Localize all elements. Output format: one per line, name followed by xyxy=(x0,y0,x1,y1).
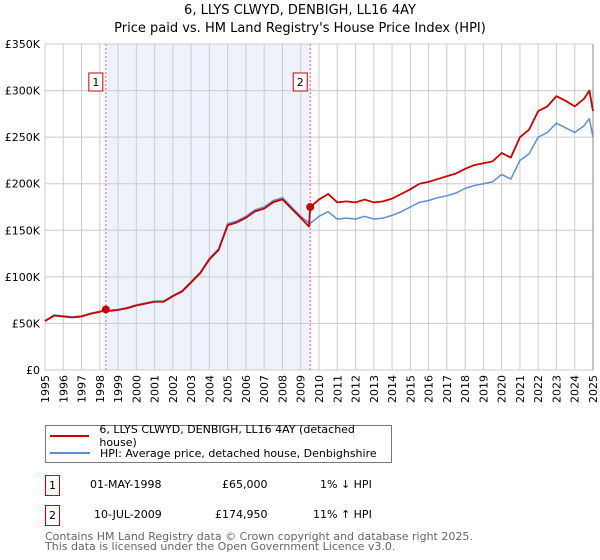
x-tick-label: 2010 xyxy=(313,375,326,403)
sale-label-box xyxy=(88,72,104,92)
sale-marker: 2 xyxy=(45,505,60,526)
y-tick-label: £0 xyxy=(26,364,40,377)
x-tick-label: 1999 xyxy=(112,375,125,403)
sale-price: £174,950 xyxy=(215,508,268,521)
legend-label: HPI: Average price, detached house, Denb… xyxy=(100,446,377,460)
x-tick-label: 2009 xyxy=(295,375,308,403)
y-tick-label: £350K xyxy=(5,38,41,51)
x-tick-label: 2006 xyxy=(240,375,253,403)
x-tick-label: 2005 xyxy=(222,375,235,403)
legend-label: 6, LLYS CLWYD, DENBIGH, LL16 4AY (detach… xyxy=(99,423,355,449)
x-tick-label: 2000 xyxy=(130,375,143,403)
y-tick-label: £150K xyxy=(5,224,41,237)
x-tick-label: 2025 xyxy=(587,375,600,403)
y-tick-label: £200K xyxy=(5,178,41,191)
legend-item-hpi: HPI: Average price, detached house, Denb… xyxy=(50,445,377,461)
x-tick-label: 2014 xyxy=(386,375,399,403)
footer-copyright: Contains HM Land Registry data © Crown c… xyxy=(45,530,473,543)
x-tick-label: 2008 xyxy=(276,375,289,403)
sale-marker: 1 xyxy=(45,475,60,496)
legend: 6, LLYS CLWYD, DENBIGH, LL16 4AY (detach… xyxy=(45,423,392,463)
chart-subtitle: Price paid vs. HM Land Registry's House … xyxy=(114,21,486,36)
sale-price: £65,000 xyxy=(222,478,268,491)
x-tick-label: 1997 xyxy=(76,375,89,403)
x-tick-label: 2007 xyxy=(258,375,271,403)
x-tick-label: 2023 xyxy=(550,375,563,403)
x-tick-label: 2017 xyxy=(441,375,454,403)
y-tick-label: £250K xyxy=(5,131,41,144)
x-tick-label: 2003 xyxy=(185,375,198,403)
x-tick-label: 2024 xyxy=(569,375,582,403)
y-tick-label: £100K xyxy=(5,271,41,284)
red-line-swatch xyxy=(50,435,90,437)
x-tick-label: 2013 xyxy=(368,375,381,403)
x-tick-label: 2012 xyxy=(350,375,363,403)
x-tick-label: 2004 xyxy=(203,375,216,403)
price-chart: 1995 1996 1997 1998 1999 2000 2001 2002 2003 2004… xyxy=(5,38,600,403)
x-tick-label: 2002 xyxy=(167,375,180,403)
x-tick-label: 2021 xyxy=(514,375,527,403)
chart-title: 6, LLYS CLWYD, DENBIGH, LL16 4AY xyxy=(184,3,416,18)
sale-date: 01-MAY-1998 xyxy=(90,478,162,491)
ownership-shading xyxy=(105,44,311,370)
sale-label-box xyxy=(292,72,308,92)
sale-point xyxy=(101,305,110,314)
y-tick-label: £300K xyxy=(5,85,41,98)
x-tick-label: 2020 xyxy=(496,375,509,403)
x-tick-label: 2016 xyxy=(423,375,436,403)
x-tick-label: 2015 xyxy=(404,375,417,403)
x-tick-label: 2019 xyxy=(477,375,490,403)
x-tick-label: 1998 xyxy=(94,375,107,403)
sale-point xyxy=(306,203,315,212)
x-tick-label: 1995 xyxy=(39,375,52,403)
sale-date: 10-JUL-2009 xyxy=(94,508,162,521)
sale-label: 2 xyxy=(297,76,304,89)
x-tick-label: 2018 xyxy=(459,375,472,403)
x-tick-label: 2001 xyxy=(149,375,162,403)
footer-licence: This data is licensed under the Open Gov… xyxy=(45,540,396,553)
blue-line-swatch xyxy=(50,452,90,454)
y-tick-label: £50K xyxy=(12,317,41,330)
sale-label: 1 xyxy=(92,76,99,89)
sale-hpi-diff: 1% ↓ HPI xyxy=(320,478,372,491)
x-tick-label: 2022 xyxy=(532,375,545,403)
legend-item-property: 6, LLYS CLWYD, DENBIGH, LL16 4AY (detach… xyxy=(50,423,391,449)
price-line xyxy=(44,89,594,322)
sale-hpi-diff: 11% ↑ HPI xyxy=(313,508,372,521)
x-tick-label: 1996 xyxy=(57,375,70,403)
x-tick-label: 2011 xyxy=(331,375,344,403)
